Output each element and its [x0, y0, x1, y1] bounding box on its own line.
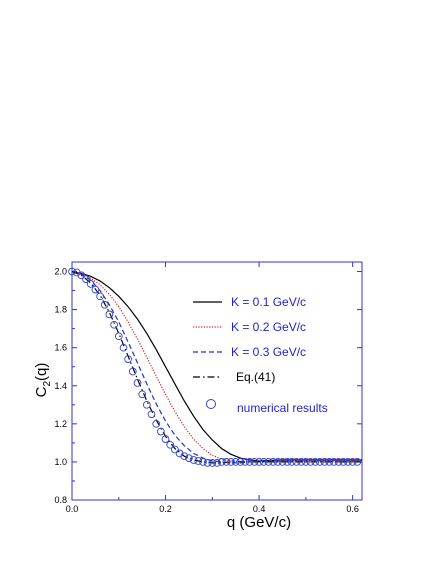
y-tick-label: 1.2: [54, 419, 67, 429]
legend-label-eq41: Eq.(41): [236, 370, 275, 384]
scatter-point: [311, 458, 320, 466]
scatter-point: [208, 459, 217, 467]
legend-label-k02: K = 0.2 GeV/c: [231, 320, 306, 334]
y-axis-title-sub: 2: [42, 381, 53, 387]
scatter-point: [287, 458, 296, 466]
scatter-point: [110, 320, 118, 329]
scatter-point: [269, 458, 277, 466]
legend-marker-numerical: [206, 399, 216, 409]
scatter-point: [339, 458, 348, 466]
scatter-point: [185, 454, 193, 462]
scatter-point: [320, 458, 329, 466]
scatter-point: [114, 332, 123, 341]
series-line-1: [71, 270, 362, 462]
scatter-point: [330, 458, 338, 466]
series-line-4: [71, 270, 362, 464]
y-tick-label: 1.6: [54, 343, 67, 353]
y-tick-label: 1.0: [54, 457, 67, 467]
series-lines: [71, 270, 362, 464]
x-tick-label: 0.2: [159, 504, 172, 514]
plot-frame: [71, 261, 363, 501]
y-axis-title: C2(q): [33, 363, 53, 398]
scatter-point: [334, 458, 343, 466]
scatter-point: [96, 292, 104, 301]
legend-label-numerical: numerical results: [237, 401, 328, 415]
scatter-point: [82, 275, 90, 283]
scatter-point: [86, 280, 95, 288]
scatter-point: [91, 285, 100, 294]
legend-label-k03: K = 0.3 GeV/c: [231, 345, 306, 359]
series-line-2: [71, 270, 362, 463]
scatter-point: [297, 458, 306, 466]
scatter-point: [353, 458, 362, 466]
scatter-point: [161, 435, 170, 443]
scatter-point: [292, 458, 301, 466]
series-line-3: [71, 270, 362, 464]
scatter-point: [133, 379, 142, 387]
y-axis-title-tail: (q): [33, 363, 50, 381]
scatter-point: [119, 343, 128, 352]
y-axis-title-main: C: [33, 386, 50, 397]
scatter-point: [259, 458, 268, 466]
scatter-point: [283, 458, 292, 466]
scatter-point: [213, 459, 221, 467]
scatter-point: [152, 419, 161, 428]
scatter-point: [77, 271, 86, 280]
scatter-point: [236, 458, 245, 466]
scatter-point: [100, 300, 109, 309]
scatter-point: [124, 355, 132, 363]
x-tick-label: 0.0: [66, 504, 79, 514]
scatter-point: [278, 458, 287, 466]
x-tick-label: 0.6: [346, 504, 359, 514]
scatter-point: [171, 445, 179, 454]
scatter-point: [157, 427, 165, 436]
x-tick-label: 0.4: [253, 504, 266, 514]
y-tick-label: 0.8: [54, 495, 67, 505]
y-tick-label: 1.4: [54, 381, 67, 391]
scatter-point: [68, 267, 76, 276]
scatter-point: [203, 459, 212, 467]
scatter-point: [138, 390, 147, 399]
scatter-point: [189, 456, 198, 464]
x-axis-title: q (GeV/c): [227, 514, 291, 531]
scatter-point: [241, 458, 249, 466]
scatter-point: [348, 458, 357, 466]
scatter-point: [302, 458, 310, 466]
scatter-point: [217, 458, 226, 466]
scatter-point: [231, 458, 240, 466]
scatter-point: [344, 458, 352, 466]
scatter-point: [105, 310, 114, 319]
scatter-point: [194, 457, 203, 465]
y-tick-label: 2.0: [54, 267, 67, 277]
scatter-point: [180, 452, 189, 461]
y-tick-label: 1.8: [54, 305, 67, 315]
scatter-point: [316, 458, 324, 466]
scatter-point: [222, 458, 231, 466]
legend-label-k01: K = 0.1 GeV/c: [231, 295, 306, 309]
legend: K = 0.1 GeV/c K = 0.2 GeV/c K = 0.3 GeV/…: [193, 295, 328, 415]
scatter-markers: [68, 267, 362, 467]
scatter-point: [128, 367, 137, 376]
scatter-point: [325, 458, 334, 466]
scatter-point: [227, 458, 235, 466]
scatter-point: [264, 458, 273, 466]
scatter-point: [142, 400, 151, 409]
scatter-point: [250, 458, 259, 466]
scatter-point: [273, 458, 282, 466]
scatter-point: [306, 458, 315, 466]
scatter-point: [147, 410, 156, 419]
scatter-point: [245, 458, 254, 466]
scatter-point: [166, 440, 175, 449]
axis-ticks: 0.0 0.2 0.4 0.6 0.8 1.0 1.2 1.4 1.6 1.8 2.0: [54, 262, 362, 514]
scatter-point: [255, 458, 263, 466]
scatter-point: [199, 458, 207, 466]
